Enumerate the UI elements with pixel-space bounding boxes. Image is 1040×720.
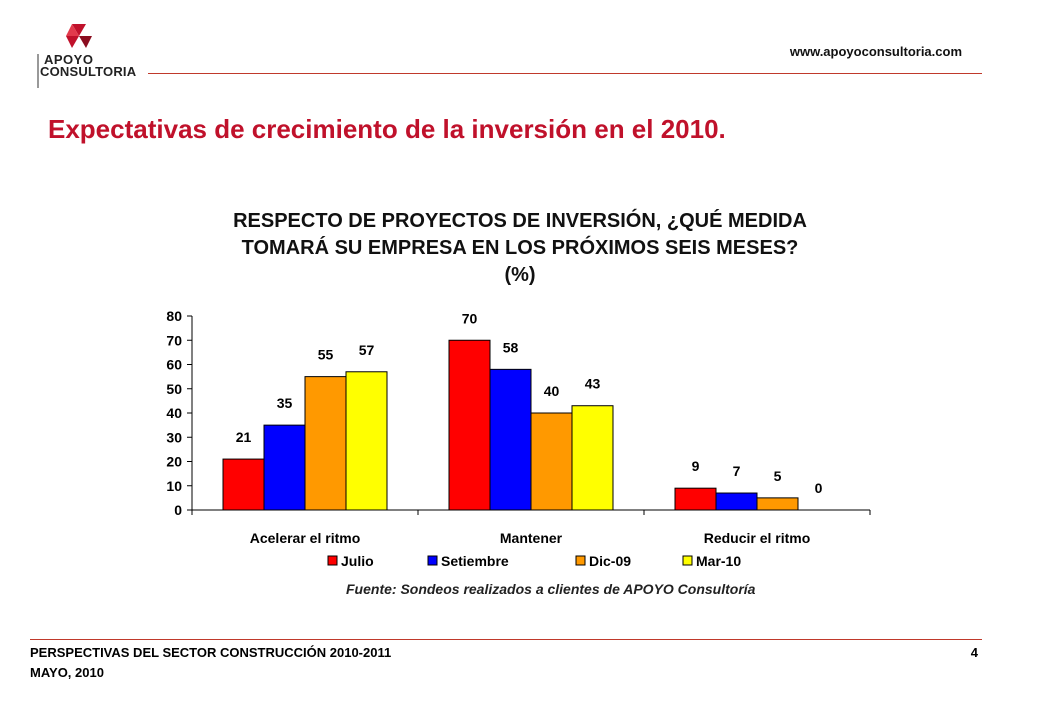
data-label: 70 [462, 310, 478, 326]
y-tick-label: 60 [166, 357, 182, 373]
data-label: 7 [733, 463, 741, 479]
legend-swatch-mar-10 [682, 555, 693, 566]
category-label: Mantener [500, 530, 563, 546]
legend-swatch-julio [327, 555, 338, 566]
legend-label: Dic-09 [589, 553, 631, 569]
page-number: 4 [970, 645, 978, 660]
category-label: Acelerar el ritmo [250, 530, 361, 546]
y-tick-label: 20 [166, 454, 182, 470]
bar-dic-09 [530, 412, 573, 511]
data-label: 40 [544, 383, 560, 399]
category-label: Reducir el ritmo [704, 530, 811, 546]
chart-title: RESPECTO DE PROYECTOS DE INVERSIÓN, ¿QUÉ… [140, 208, 900, 289]
bar-julio [448, 339, 491, 511]
header-divider [148, 73, 982, 74]
data-label: 57 [359, 342, 375, 358]
legend-label: Setiembre [441, 553, 509, 569]
bar-julio [222, 458, 265, 511]
footer-date: MAYO, 2010 [30, 665, 104, 680]
bar-dic-09 [756, 497, 799, 511]
apoyo-logo-icon [37, 24, 92, 88]
data-label: 21 [236, 429, 252, 445]
footer-divider [30, 639, 982, 640]
logo-text-consultoria: CONSULTORIA [40, 64, 137, 79]
data-label: 43 [585, 376, 601, 392]
bar-mar-10 [345, 371, 388, 511]
data-label: 58 [503, 339, 519, 355]
bar-dic-09 [304, 376, 347, 511]
bar-setiembre [263, 424, 306, 511]
chart-title-line2: TOMARÁ SU EMPRESA EN LOS PRÓXIMOS SEIS M… [241, 237, 799, 259]
legend-swatch-dic-09 [575, 555, 586, 566]
data-label: 5 [774, 468, 782, 484]
legend-label: Julio [341, 553, 374, 569]
legend-swatch-setiembre [427, 555, 438, 566]
bar-mar-10 [571, 405, 614, 511]
source-note: Fuente: Sondeos realizados a clientes de… [346, 581, 756, 597]
data-label: 55 [318, 347, 334, 363]
y-tick-label: 50 [166, 381, 182, 397]
y-tick-label: 70 [166, 332, 182, 348]
legend-label: Mar-10 [696, 553, 741, 569]
data-label: 0 [815, 480, 823, 496]
data-label: 35 [277, 395, 293, 411]
slide-title: Expectativas de crecimiento de la invers… [48, 114, 726, 144]
footer-report-title: PERSPECTIVAS DEL SECTOR CONSTRUCCIÓN 201… [30, 645, 392, 660]
bar-setiembre [489, 368, 532, 511]
y-tick-label: 40 [166, 405, 182, 421]
y-tick-label: 0 [174, 502, 182, 518]
website-link[interactable]: www.apoyoconsultoria.com [789, 44, 962, 59]
y-tick-label: 10 [166, 478, 182, 494]
chart-title-line1: RESPECTO DE PROYECTOS DE INVERSIÓN, ¿QUÉ… [233, 210, 807, 232]
logo-text-apoyo: APOYO [44, 52, 94, 67]
y-tick-label: 30 [166, 429, 182, 445]
data-label: 9 [692, 458, 700, 474]
y-tick-label: 80 [166, 308, 182, 324]
chart-unit: (%) [504, 264, 536, 286]
bar-julio [674, 487, 717, 511]
bar-setiembre [715, 492, 758, 511]
